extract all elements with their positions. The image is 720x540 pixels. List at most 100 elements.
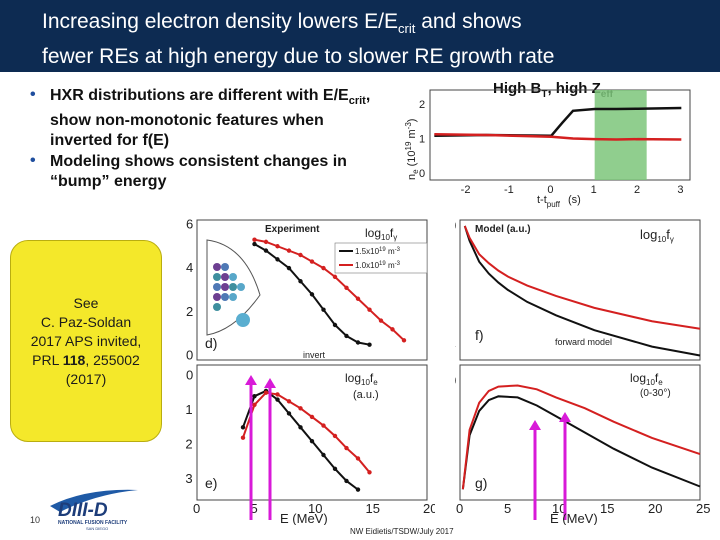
y-tick-label: 0 — [186, 367, 193, 382]
model-bot-xlabel: E (MeV) — [550, 511, 598, 525]
logo-sub-text: NATIONAL FUSION FACILITY — [58, 520, 128, 526]
y-tick-label: -3 — [455, 307, 456, 322]
arrow-icon — [559, 412, 571, 422]
data-point — [309, 414, 315, 420]
bullet-2: • Modeling shows consistent changes in “… — [30, 152, 375, 192]
data-point — [344, 445, 349, 451]
density-xlabel: t-tpuff (s) — [537, 194, 581, 209]
data-point — [321, 265, 326, 271]
data-point — [252, 393, 257, 399]
data-point — [240, 425, 246, 430]
series-line-0 — [461, 395, 701, 490]
data-point — [275, 397, 280, 402]
logo-swoosh — [50, 489, 138, 512]
data-point — [355, 340, 361, 345]
x-tick-label: 15 — [600, 501, 614, 516]
model-bot-ylabel: log10fe — [630, 371, 663, 387]
data-point — [390, 327, 395, 332]
y-tick-label: 4 — [186, 260, 193, 275]
data-point — [344, 333, 349, 339]
panel-label-f: f) — [475, 327, 484, 343]
series-line-1 — [463, 225, 701, 330]
arrow-icon — [529, 420, 541, 430]
data-point — [344, 285, 349, 291]
data-point — [252, 237, 257, 242]
bullet-list: • HXR distributions are different with E… — [30, 86, 375, 193]
data-point — [286, 248, 292, 253]
data-point — [298, 279, 303, 284]
data-point — [367, 470, 372, 475]
data-point — [298, 406, 303, 411]
magenta-arrows — [245, 375, 276, 520]
title-line1: Increasing electron density lowers E/E — [42, 10, 399, 33]
title-bar: Increasing electron density lowers E/Ecr… — [0, 0, 720, 72]
y-tick-label: -3 — [185, 471, 193, 486]
x-tick-label: 20 — [648, 501, 662, 516]
data-point — [355, 296, 361, 301]
note-volume: 118 — [62, 351, 86, 368]
y-tick-label: -4 — [455, 337, 456, 352]
data-point — [275, 257, 280, 262]
data-point — [298, 252, 303, 258]
y-tick-label: 1 — [419, 133, 425, 145]
density-chart: High BT, high Zeff -2 -1 0 1 2 3 0 1 2 ne (1019 … — [404, 80, 691, 209]
y-tick-label: -1 — [455, 427, 456, 442]
data-point — [286, 265, 292, 271]
reference-note: See C. Paz-Soldan 2017 APS invited, PRL … — [10, 240, 162, 442]
y-tick-label: -1 — [455, 248, 456, 263]
exp-bot-xlabel: E (MeV) — [280, 511, 328, 525]
exp-top-ylabel: log10fγ — [365, 226, 397, 242]
slide-title: Increasing electron density lowers E/Ecr… — [42, 8, 712, 71]
experiment-photon-chart: Experiment log10fγ 1.5x1019 m-3 1.0x1019… — [186, 216, 428, 363]
model-bot-unit: (0-30°) — [640, 388, 671, 399]
density-axes-box — [429, 89, 691, 181]
note-line5: (2017) — [65, 370, 107, 387]
data-point — [332, 274, 338, 280]
model-bot-axes-box — [459, 364, 701, 501]
x-tick-label: 10 — [308, 501, 322, 516]
bullet-1: • HXR distributions are different with E… — [30, 86, 375, 151]
note-line2: C. Paz-Soldan — [40, 313, 132, 330]
exp-top-legend: 1.5x1019 m-3 1.0x1019 m-3 — [334, 242, 428, 274]
data-point — [355, 456, 361, 461]
arrow-icon — [245, 375, 257, 385]
forward-model-annotation: forward model — [555, 337, 612, 347]
note-line3: 2017 APS invited, — [30, 332, 142, 349]
data-point — [252, 402, 257, 408]
y-tick-label: 0 — [455, 218, 456, 233]
arrow-icon — [264, 378, 276, 388]
exp-bot-axes-box — [196, 364, 428, 501]
data-point — [321, 423, 326, 428]
x-tick-label: -1 — [504, 184, 514, 196]
density-ylabel: ne (1019 m-3) — [404, 119, 420, 180]
series-line-0 — [463, 225, 701, 357]
slide-number: 10 — [30, 515, 41, 525]
data-point — [263, 390, 269, 395]
data-point — [378, 318, 384, 323]
diii-d-logo: DIII-D NATIONAL FUSION FACILITY SAN DIEG… — [50, 489, 138, 531]
model-electron-chart: 0 5 10 15 20 25 -2 -1 0 log10fe (0-30°) g) E (Me… — [455, 364, 710, 525]
x-tick-label: 5 — [251, 501, 258, 516]
exp-bot-ylabel: log10fe — [345, 371, 378, 387]
note-line4: PRL 118, 255002 — [31, 351, 142, 370]
x-tick-label: 0 — [456, 501, 463, 516]
panel-label-g: g) — [475, 475, 487, 491]
model-top-title: Model (a.u.) — [475, 224, 531, 235]
density-chart-title: High BT, high Zeff — [493, 80, 614, 100]
data-point — [344, 478, 349, 484]
experiment-electron-chart: 0 5 10 15 20 -3 -2 -1 0 log10fe (a.u.) e) E (MeV… — [185, 364, 435, 525]
x-tick-label: 3 — [677, 184, 683, 196]
y-tick-label: -2 — [185, 437, 193, 452]
y-tick-label: 0 — [455, 373, 456, 388]
bullet-dot-icon: • — [30, 152, 36, 170]
data-point — [275, 392, 280, 397]
footer-text: NW Eidietis/TSDW/July 2017 — [350, 527, 454, 536]
data-point — [252, 241, 257, 247]
data-point — [275, 244, 280, 249]
x-tick-label: 5 — [504, 501, 511, 516]
panel-label-d: d) — [205, 335, 217, 351]
x-tick-label: -2 — [461, 184, 471, 196]
x-tick-label: 10 — [552, 501, 566, 516]
bullet-1-part-a: HXR distributions are different with E/E — [50, 87, 349, 104]
density-highlight-window — [594, 90, 647, 180]
